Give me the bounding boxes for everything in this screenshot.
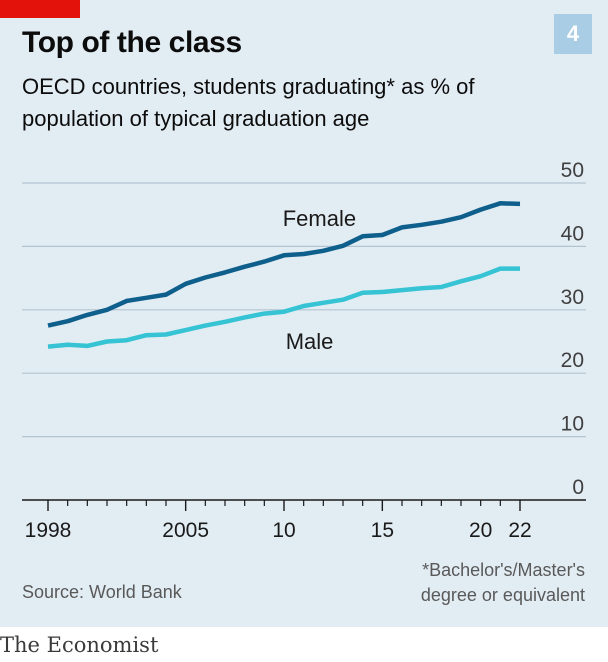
series-lines (47, 201, 521, 349)
footnote-line-1: *Bachelor's/Master's (422, 560, 585, 580)
x-tick-label-15: 15 (371, 519, 394, 542)
chart-subtitle: OECD countries, students graduating* as … (22, 74, 475, 131)
y-tick-label-30: 30 (561, 286, 584, 309)
x-tick-label-20: 20 (469, 519, 492, 542)
y-tick-label-50: 50 (561, 159, 584, 182)
y-tick-label-40: 40 (561, 222, 584, 245)
x-tick-label-2005: 2005 (162, 519, 209, 542)
series-line-female (47, 201, 521, 328)
chart-number-badge: 4 (554, 14, 592, 54)
series-annotations: Female Male (283, 206, 356, 354)
footnote-line-2: degree or equivalent (420, 585, 585, 605)
series-label-female: Female (283, 206, 356, 231)
x-axis: 1998 2005 10 15 22 20 (22, 499, 586, 542)
chart-title: Top of the class (22, 26, 242, 59)
brand-red-tag (0, 0, 80, 18)
series-line-male (47, 266, 520, 349)
chart-panel: Top of the class 4 OECD countries, stude… (0, 0, 608, 627)
x-tick-label-10: 10 (272, 519, 295, 542)
brand-wordmark: The Economist (0, 633, 159, 657)
y-tick-label-20: 20 (561, 349, 584, 372)
x-tick-label-1998: 1998 (25, 519, 72, 542)
gridlines (22, 182, 586, 438)
x-tick-label-22: 22 (508, 519, 531, 542)
y-axis-labels: 0 10 20 30 40 50 (561, 159, 584, 499)
y-tick-label-10: 10 (561, 413, 584, 436)
source-note: Source: World Bank (22, 582, 182, 602)
footnote: *Bachelor's/Master's degree or equivalen… (421, 558, 585, 608)
line-chart: 1998 2005 10 15 22 20 0 10 20 30 40 50 Female Male (22, 159, 586, 542)
y-tick-label-0: 0 (572, 476, 584, 499)
series-label-male: Male (286, 329, 334, 354)
